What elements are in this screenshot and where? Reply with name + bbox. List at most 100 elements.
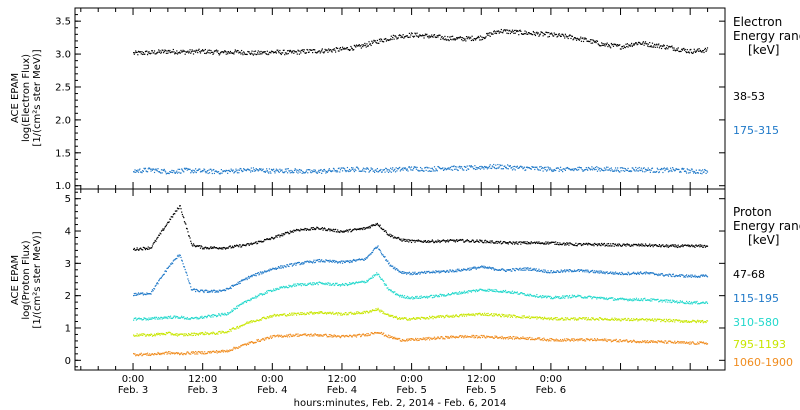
electron-data-point	[374, 169, 376, 171]
proton-data-point	[699, 276, 701, 278]
proton-data-point	[395, 268, 397, 270]
proton-data-point	[356, 312, 358, 315]
proton-data-point	[330, 312, 332, 314]
proton-data-point	[681, 244, 684, 246]
proton-data-point	[578, 243, 580, 245]
electron-data-point	[142, 53, 144, 56]
proton-data-point	[316, 312, 319, 314]
proton-data-point	[543, 316, 546, 318]
proton-data-point	[185, 333, 187, 335]
proton-data-point	[513, 315, 516, 317]
proton-data-point	[340, 260, 342, 262]
proton-data-point	[281, 233, 283, 235]
electron-data-point	[197, 169, 200, 171]
electron-data-point	[475, 37, 477, 40]
proton-data-point	[363, 310, 365, 312]
proton-data-point	[215, 314, 217, 316]
proton-data-point	[582, 297, 585, 299]
electron-data-point	[589, 169, 592, 171]
proton-data-point	[434, 272, 436, 274]
proton-data-point	[480, 266, 482, 268]
proton-data-point	[179, 205, 181, 207]
proton-data-point	[236, 283, 238, 285]
electron-data-point	[332, 49, 334, 51]
proton-data-point	[251, 243, 253, 246]
proton-data-point	[534, 269, 536, 271]
proton-data-point	[513, 241, 515, 244]
proton-data-point	[206, 247, 209, 249]
electron-data-point	[202, 170, 204, 172]
proton-data-point	[222, 289, 225, 291]
proton-data-point	[483, 314, 485, 316]
proton-data-point	[690, 244, 693, 246]
electron-data-point	[214, 50, 216, 52]
x-tick-date-label: Feb. 4	[257, 385, 287, 396]
proton-data-point	[301, 263, 303, 265]
proton-data-point	[420, 240, 422, 242]
electron-data-point	[417, 35, 419, 37]
proton-data-point	[179, 254, 181, 256]
proton-data-point	[630, 299, 633, 301]
proton-data-point	[686, 245, 688, 247]
electron-data-point	[473, 168, 475, 170]
electron-data-point	[352, 49, 354, 51]
proton-data-point	[330, 228, 332, 230]
electron-data-point	[291, 51, 294, 53]
proton-data-point	[220, 332, 222, 334]
electron-data-point	[278, 171, 280, 174]
proton-data-point	[332, 313, 335, 315]
proton-data-point	[438, 316, 440, 318]
electron-data-point	[589, 39, 592, 41]
electron-data-point	[578, 169, 580, 171]
electron-data-point	[408, 36, 410, 39]
electron-data-point	[586, 40, 588, 42]
proton-data-point	[186, 334, 188, 337]
proton-data-point	[283, 234, 285, 236]
proton-data-point	[459, 270, 461, 272]
proton-data-point	[503, 269, 505, 271]
proton-data-point	[413, 317, 415, 319]
proton-data-point	[148, 317, 150, 319]
electron-data-point	[566, 167, 568, 169]
proton-data-point	[500, 316, 502, 318]
proton-data-point	[498, 269, 500, 271]
electron-data-point	[391, 38, 393, 41]
proton-data-point	[646, 272, 648, 274]
proton-data-point	[445, 270, 447, 273]
proton-data-point	[396, 237, 398, 240]
proton-data-point	[279, 313, 282, 316]
proton-data-point	[492, 241, 494, 244]
electron-data-point	[387, 39, 389, 41]
proton-data-point	[332, 311, 334, 313]
proton-data-point	[441, 240, 443, 242]
electron-data-point	[618, 170, 620, 173]
electron-data-point	[305, 52, 307, 54]
proton-data-point	[228, 288, 230, 290]
electron-data-point	[270, 168, 273, 171]
electron-data-point	[522, 168, 524, 170]
proton-data-point	[574, 244, 576, 247]
electron-data-point	[217, 50, 219, 52]
proton-data-point	[367, 255, 369, 257]
electron-data-point	[221, 51, 223, 53]
electron-data-point	[544, 33, 546, 36]
proton-data-point	[587, 269, 589, 271]
electron-data-point	[332, 49, 335, 51]
electron-data-point	[333, 48, 335, 50]
proton-data-point	[706, 276, 709, 278]
electron-data-point	[302, 50, 305, 53]
proton-data-point	[693, 301, 695, 304]
electron-data-point	[274, 51, 276, 54]
proton-data-point	[273, 238, 275, 240]
proton-data-point	[139, 293, 141, 295]
electron-data-point	[355, 166, 358, 168]
proton-data-point	[584, 271, 586, 273]
proton-data-point	[346, 260, 348, 262]
electron-data-point	[438, 34, 440, 36]
electron-data-point	[176, 50, 178, 52]
proton-data-point	[356, 259, 358, 261]
electron-data-point	[452, 38, 454, 40]
electron-data-point	[566, 36, 569, 38]
proton-data-point	[539, 296, 541, 298]
proton-data-point	[497, 315, 499, 317]
